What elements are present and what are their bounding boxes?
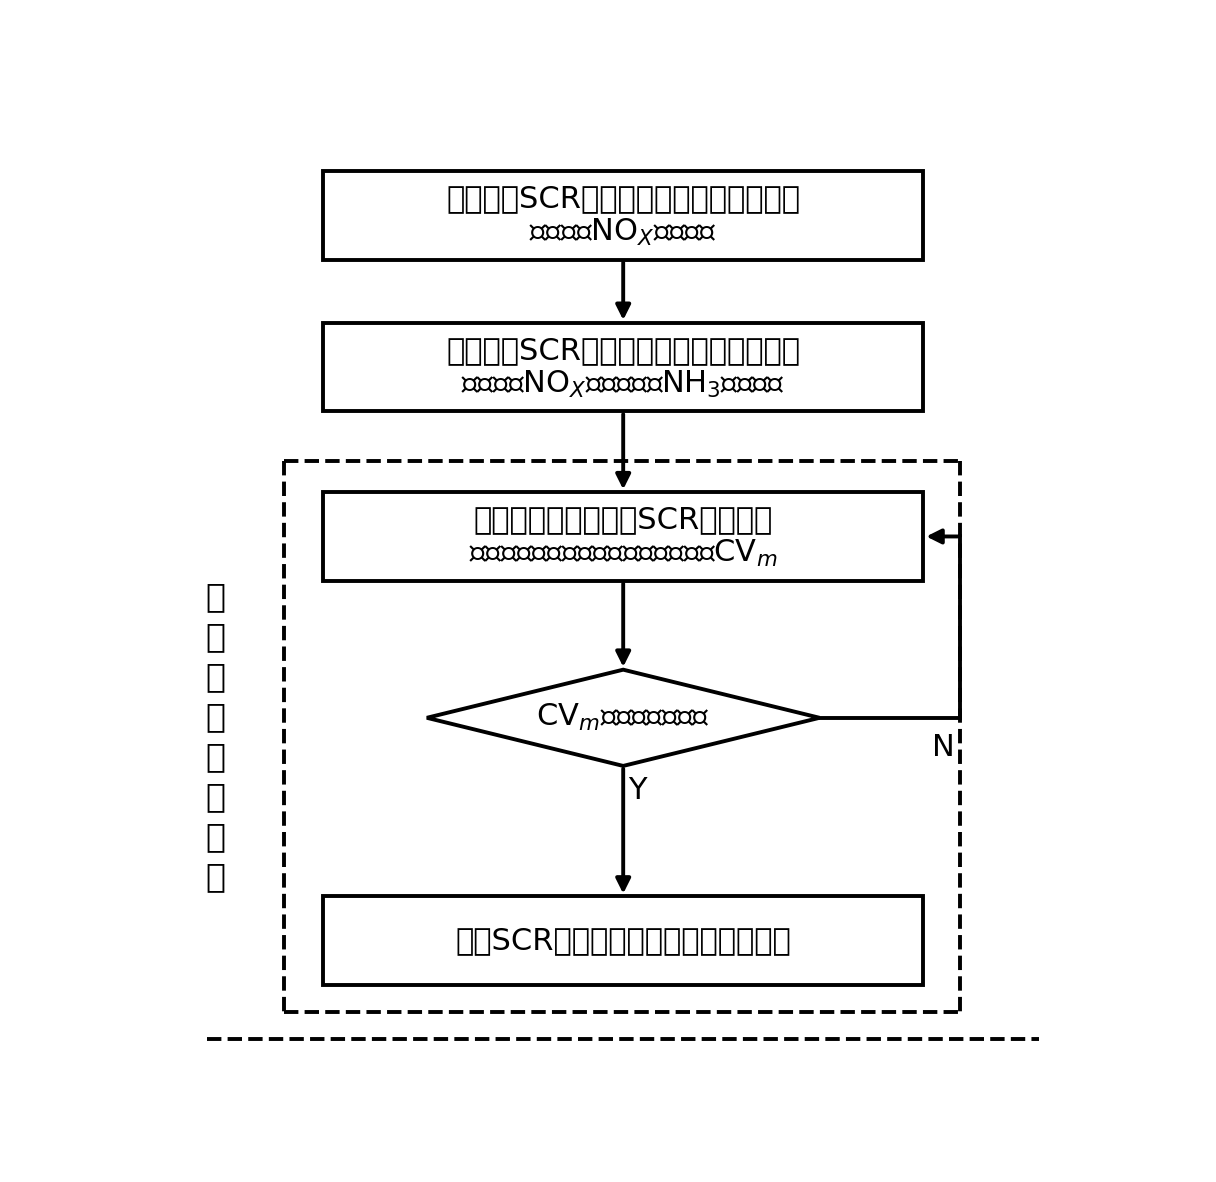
Bar (323, 492, 923, 580)
Polygon shape (427, 670, 820, 766)
Text: N: N (933, 733, 955, 761)
Text: 检测获取SCR脱硝系统的出口在每一个控: 检测获取SCR脱硝系统的出口在每一个控 (446, 336, 800, 365)
Text: 个: 个 (206, 660, 225, 693)
Text: 一: 一 (206, 621, 225, 654)
Text: 计算当前控制周期内SCR脱硝系统: 计算当前控制周期内SCR脱硝系统 (473, 506, 773, 534)
Bar (323, 171, 923, 260)
Bar (323, 323, 923, 411)
Text: 控: 控 (206, 700, 225, 733)
Text: 的氨氮摩尔比分布相对标准偏差系数CV$_m$: 的氨氮摩尔比分布相对标准偏差系数CV$_m$ (469, 538, 777, 570)
Text: 内: 内 (206, 860, 225, 894)
Text: 制周期的NO$_X$浓度分布: 制周期的NO$_X$浓度分布 (529, 217, 717, 248)
Text: 期: 期 (206, 820, 225, 853)
Text: 针对SCR脱硝系统的喷氨调门自动优化: 针对SCR脱硝系统的喷氨调门自动优化 (455, 927, 792, 955)
Text: CV$_m$超过预设阈值？: CV$_m$超过预设阈值？ (536, 702, 710, 733)
Bar (323, 896, 923, 985)
Text: 检测获取SCR脱硝系统的入口在每一个控: 检测获取SCR脱硝系统的入口在每一个控 (446, 184, 800, 213)
Text: 制周期的NO$_X$浓度分布和NH$_3$浓度分布: 制周期的NO$_X$浓度分布和NH$_3$浓度分布 (461, 369, 786, 400)
Text: Y: Y (627, 777, 647, 805)
Text: 每: 每 (206, 580, 225, 613)
Text: 周: 周 (206, 780, 225, 813)
Text: 制: 制 (206, 740, 225, 773)
